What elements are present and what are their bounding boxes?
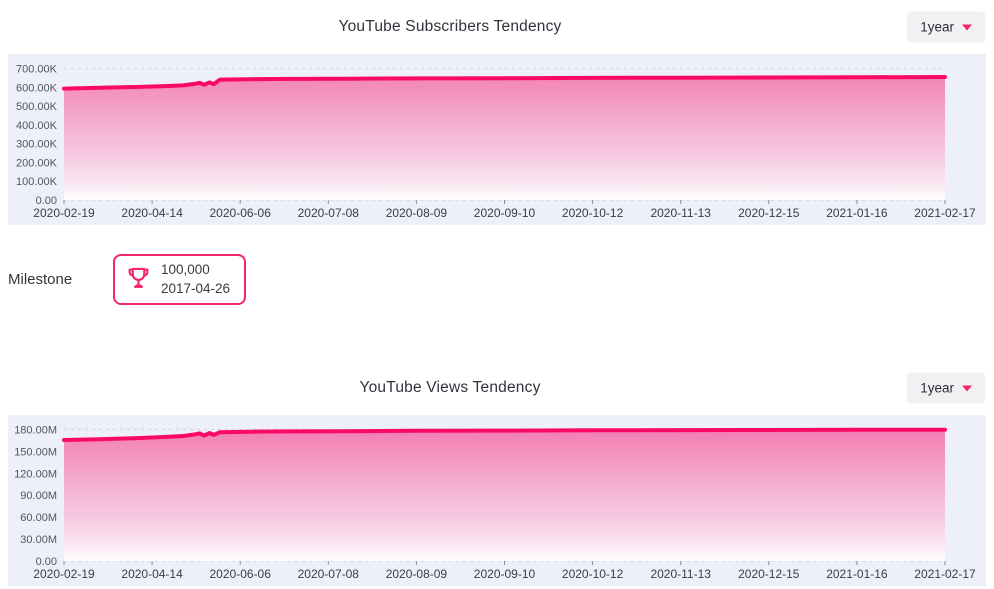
svg-text:100.00K: 100.00K [16, 176, 58, 188]
svg-text:60.00M: 60.00M [20, 512, 57, 524]
milestone-date: 2017-04-26 [161, 280, 231, 296]
svg-text:0.00: 0.00 [36, 556, 57, 568]
milestone-value: 100,000 [161, 262, 210, 278]
svg-text:300.00K: 300.00K [16, 139, 58, 151]
svg-text:2021-02-17: 2021-02-17 [914, 206, 976, 220]
svg-text:2020-07-08: 2020-07-08 [298, 567, 360, 581]
subscribers-chart[interactable]: 0.00 100.00K 200.00K 300.00K 400.00K 500.00K 6… [8, 54, 986, 225]
svg-text:2020-08-09: 2020-08-09 [386, 206, 448, 220]
svg-text:2021-01-16: 2021-01-16 [826, 206, 888, 220]
views-panel-header: YouTube Views Tendency 1year [0, 361, 994, 415]
svg-text:2020-08-09: 2020-08-09 [386, 567, 448, 581]
svg-text:2020-11-13: 2020-11-13 [650, 206, 711, 220]
views-chart-title: YouTube Views Tendency [359, 379, 541, 396]
svg-text:2020-06-06: 2020-06-06 [210, 567, 272, 581]
svg-text:2020-09-10: 2020-09-10 [474, 567, 536, 581]
svg-text:2020-07-08: 2020-07-08 [298, 206, 360, 220]
subscribers-panel-header: YouTube Subscribers Tendency 1year [0, 0, 994, 54]
subscribers-chart-title: YouTube Subscribers Tendency [338, 18, 562, 35]
svg-text:2020-04-14: 2020-04-14 [121, 567, 183, 581]
views-panel: YouTube Views Tendency 1year 0.00 30.00M 6… [0, 361, 994, 586]
svg-text:2021-02-17: 2021-02-17 [914, 567, 976, 581]
svg-text:2021-01-16: 2021-01-16 [826, 567, 888, 581]
svg-text:2020-12-15: 2020-12-15 [738, 567, 800, 581]
svg-text:2020-06-06: 2020-06-06 [210, 206, 272, 220]
svg-text:180.00M: 180.00M [14, 424, 57, 436]
svg-text:200.00K: 200.00K [16, 157, 58, 169]
svg-text:90.00M: 90.00M [20, 490, 57, 502]
svg-text:700.00K: 700.00K [16, 64, 58, 76]
svg-text:600.00K: 600.00K [16, 82, 58, 94]
range-selector-label: 1year [920, 380, 954, 396]
svg-text:2020-02-19: 2020-02-19 [33, 206, 95, 220]
svg-text:120.00M: 120.00M [14, 468, 57, 480]
svg-text:2020-12-15: 2020-12-15 [738, 206, 800, 220]
svg-text:2020-10-12: 2020-10-12 [562, 206, 624, 220]
caret-down-icon [962, 24, 972, 30]
milestone-section: Milestone 100,000 2017-04-26 [8, 254, 994, 305]
subscribers-range-selector[interactable]: 1year [907, 11, 985, 43]
svg-text:2020-02-19: 2020-02-19 [33, 567, 95, 581]
svg-text:30.00M: 30.00M [20, 534, 57, 546]
trophy-icon [125, 265, 152, 294]
range-selector-label: 1year [920, 19, 954, 35]
caret-down-icon [962, 385, 972, 391]
svg-text:2020-09-10: 2020-09-10 [474, 206, 536, 220]
svg-text:150.00M: 150.00M [14, 446, 57, 458]
milestone-label: Milestone [8, 271, 73, 288]
svg-text:400.00K: 400.00K [16, 120, 58, 132]
svg-text:500.00K: 500.00K [16, 101, 58, 113]
milestone-badge[interactable]: 100,000 2017-04-26 [113, 254, 247, 305]
subscribers-panel: YouTube Subscribers Tendency 1year 0.00 1… [0, 0, 994, 225]
svg-text:2020-11-13: 2020-11-13 [650, 567, 711, 581]
views-chart[interactable]: 0.00 30.00M 60.00M 90.00M 120.00M 150.00M 180.… [8, 415, 986, 586]
milestone-badge-texts: 100,000 2017-04-26 [161, 261, 230, 297]
svg-text:2020-04-14: 2020-04-14 [121, 206, 183, 220]
views-range-selector[interactable]: 1year [907, 372, 985, 404]
svg-text:2020-10-12: 2020-10-12 [562, 567, 624, 581]
svg-text:0.00: 0.00 [36, 195, 57, 207]
